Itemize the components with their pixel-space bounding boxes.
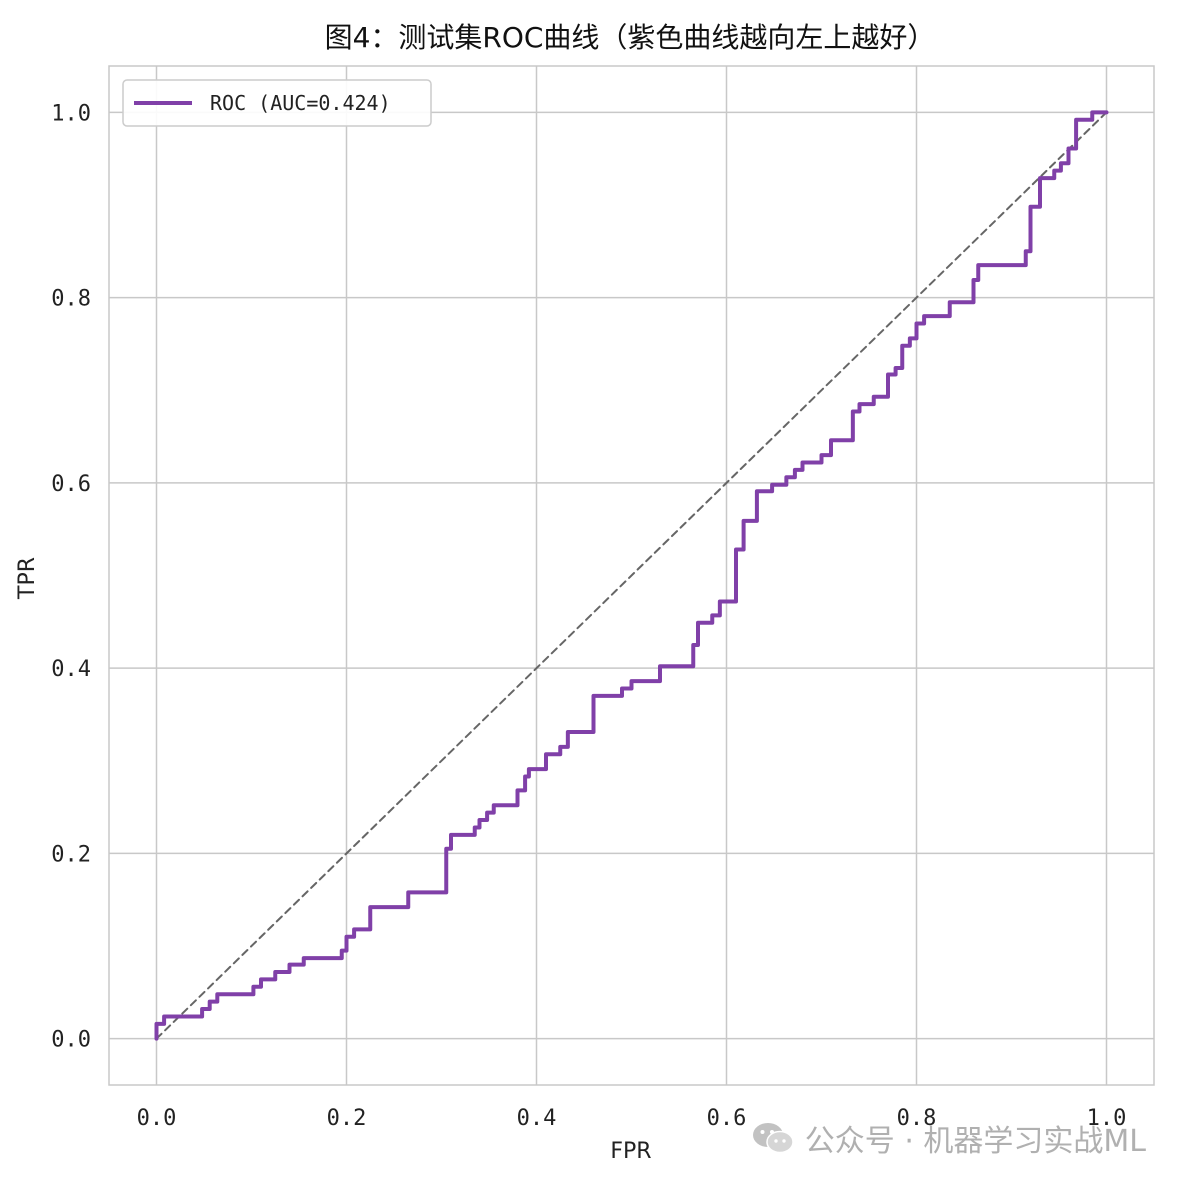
series-group: [154, 110, 1109, 1041]
diagonal-reference-line: [155, 111, 1108, 1040]
x-tick-label: 0.4: [517, 1106, 557, 1131]
legend-label-roc: ROC (AUC=0.424): [210, 91, 391, 115]
legend: ROC (AUC=0.424): [122, 79, 432, 127]
x-tick-label: 1.0: [1087, 1106, 1127, 1131]
roc-curve-line: [154, 110, 1109, 1041]
wechat-icon: [752, 1123, 794, 1154]
y-axis-label: TPR: [15, 557, 40, 600]
watermark: 公众号 · 机器学习实战ML: [751, 1116, 1146, 1160]
x-tick-labels: 0.0 0.2 0.4 0.6 0.8 1.0: [137, 1106, 1127, 1131]
y-tick-label: 0.6: [51, 472, 91, 497]
y-tick-label: 0.4: [51, 657, 91, 682]
chart-title: 图4：测试集ROC曲线（紫色曲线越向左上越好）: [325, 21, 936, 54]
x-tick-label: 0.6: [707, 1106, 747, 1131]
y-tick-label: 0.0: [51, 1028, 91, 1053]
grid-lines: [109, 66, 1154, 1085]
watermark-text: 公众号 · 机器学习实战ML: [804, 1124, 1146, 1159]
x-tick-label: 0.8: [897, 1106, 937, 1131]
y-tick-labels: 0.0 0.2 0.4 0.6 0.8 1.0: [51, 101, 91, 1052]
x-tick-label: 0.0: [137, 1106, 177, 1131]
x-axis-label: FPR: [610, 1139, 651, 1164]
y-tick-label: 0.2: [51, 842, 91, 867]
x-tick-label: 0.2: [327, 1106, 367, 1131]
y-tick-label: 0.8: [51, 287, 91, 312]
y-tick-label: 1.0: [51, 101, 91, 126]
legend-box: [122, 79, 432, 127]
